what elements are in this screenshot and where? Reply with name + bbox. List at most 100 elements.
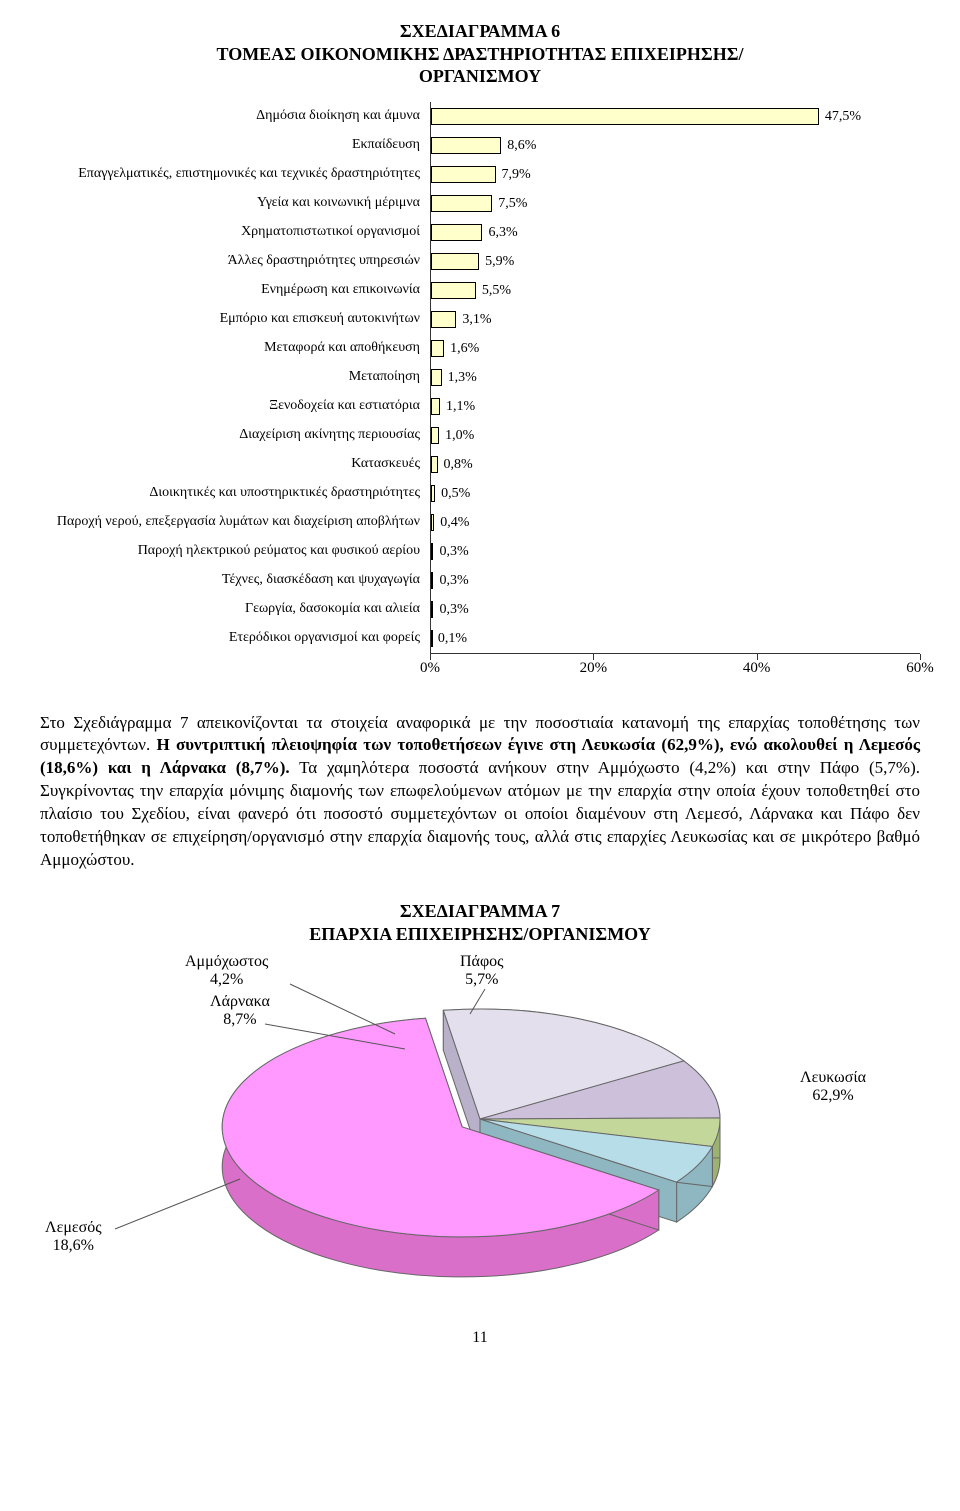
bar-value-label: 0,3% bbox=[439, 572, 468, 589]
bar-plot-area: 0,1% bbox=[430, 624, 921, 653]
bar-category-label: Ετερόδικοι οργανισμοί και φορείς bbox=[40, 630, 430, 645]
chart1-title-line2: ΤΟΜΕΑΣ ΟΙΚΟΝΟΜΙΚΗΣ ΔΡΑΣΤΗΡΙΟΤΗΤΑΣ ΕΠΙΧΕΙ… bbox=[40, 43, 920, 66]
bar-row: Διοικητικές και υποστηρικτικές δραστηριό… bbox=[40, 479, 920, 508]
bar-plot-area: 0,5% bbox=[430, 479, 921, 508]
bar-row: Κατασκευές 0,8% bbox=[40, 450, 920, 479]
bar-value-label: 1,0% bbox=[445, 427, 474, 444]
pie-label-larnaca-line1: Λάρνακα bbox=[210, 993, 270, 1011]
bar-value-label: 7,5% bbox=[498, 195, 527, 212]
bar-value-label: 5,5% bbox=[482, 282, 511, 299]
bar-row: Ξενοδοχεία και εστιατόρια 1,1% bbox=[40, 392, 920, 421]
chart1-title-line1: ΣΧΕΔΙΑΓΡΑΜΜΑ 6 bbox=[40, 20, 920, 43]
bar-rect bbox=[431, 137, 501, 154]
chart2-title-line2: ΕΠΑΡΧΙΑ ΕΠΙΧΕΙΡΗΣΗΣ/ΟΡΓΑΝΙΣΜΟΥ bbox=[40, 923, 920, 946]
bar-value-label: 47,5% bbox=[825, 108, 861, 125]
bar-value-label: 8,6% bbox=[507, 137, 536, 154]
bar-value-label: 1,3% bbox=[448, 369, 477, 386]
bar-row: Άλλες δραστηριότητες υπηρεσιών5,9% bbox=[40, 247, 920, 276]
x-axis-tick-label: 60% bbox=[906, 660, 934, 677]
bar-rect bbox=[431, 543, 433, 560]
pie-svg bbox=[40, 949, 920, 1289]
bar-category-label: Κατασκευές bbox=[40, 456, 430, 471]
chart1-title: ΣΧΕΔΙΑΓΡΑΜΜΑ 6 ΤΟΜΕΑΣ ΟΙΚΟΝΟΜΙΚΗΣ ΔΡΑΣΤΗ… bbox=[40, 20, 920, 88]
bar-category-label: Γεωργία, δασοκομία και αλιεία bbox=[40, 601, 430, 616]
bar-rect bbox=[431, 485, 435, 502]
page-number: 11 bbox=[40, 1329, 920, 1347]
bar-value-label: 3,1% bbox=[462, 311, 491, 328]
chart2-title-line1: ΣΧΕΔΙΑΓΡΑΜΜΑ 7 bbox=[40, 900, 920, 923]
bar-rect bbox=[431, 224, 482, 241]
pie-chart: Λευκωσία62,9%Λεμεσός18,6%Λάρνακα8,7%Αμμό… bbox=[40, 949, 920, 1289]
bar-plot-area: 1,6% bbox=[430, 334, 921, 363]
pie-label-paphos-line2: 5,7% bbox=[460, 971, 504, 989]
pie-label-limassol-line2: 18,6% bbox=[45, 1237, 102, 1255]
bar-plot-area: 6,3% bbox=[430, 218, 921, 247]
pie-label-ammochostos: Αμμόχωστος4,2% bbox=[185, 953, 268, 990]
bar-plot-area: 8,6% bbox=[430, 131, 921, 160]
pie-label-ammochostos-line1: Αμμόχωστος bbox=[185, 953, 268, 971]
pie-label-larnaca: Λάρνακα8,7% bbox=[210, 993, 270, 1030]
chart1-title-line3: ΟΡΓΑΝΙΣΜΟΥ bbox=[40, 65, 920, 88]
bar-rect bbox=[431, 630, 433, 647]
bar-category-label: Υγεία και κοινωνική μέριμνα bbox=[40, 195, 430, 210]
body-paragraph: Στο Σχεδιάγραμμα 7 απεικονίζονται τα στο… bbox=[40, 712, 920, 873]
bar-value-label: 0,8% bbox=[444, 456, 473, 473]
bar-row: Γεωργία, δασοκομία και αλιεία 0,3% bbox=[40, 595, 920, 624]
bar-value-label: 0,4% bbox=[440, 514, 469, 531]
bar-category-label: Ενημέρωση και επικοινωνία bbox=[40, 282, 430, 297]
bar-row: Ενημέρωση και επικοινωνία 5,5% bbox=[40, 276, 920, 305]
x-axis: 0%20%40%60% bbox=[430, 653, 920, 682]
bar-rect bbox=[431, 514, 434, 531]
pie-label-nicosia-line1: Λευκωσία bbox=[800, 1069, 866, 1087]
bar-plot-area: 1,3% bbox=[430, 363, 921, 392]
x-axis-tick-label: 20% bbox=[580, 660, 608, 677]
bar-category-label: Τέχνες, διασκέδαση και ψυχαγωγία bbox=[40, 572, 430, 587]
bar-category-label: Χρηματοπιστωτικοί οργανισμοί bbox=[40, 224, 430, 239]
bar-row: Υγεία και κοινωνική μέριμνα 7,5% bbox=[40, 189, 920, 218]
bar-value-label: 1,6% bbox=[450, 340, 479, 357]
bar-row: Εμπόριο και επισκευή αυτοκινήτων 3,1% bbox=[40, 305, 920, 334]
bar-row: Χρηματοπιστωτικοί οργανισμοί 6,3% bbox=[40, 218, 920, 247]
pie-label-nicosia-line2: 62,9% bbox=[800, 1087, 866, 1105]
bar-plot-area: 0,3% bbox=[430, 595, 921, 624]
bar-rect bbox=[431, 456, 438, 473]
bar-value-label: 0,3% bbox=[439, 601, 468, 618]
bar-plot-area: 3,1% bbox=[430, 305, 921, 334]
pie-label-nicosia: Λευκωσία62,9% bbox=[800, 1069, 866, 1106]
bar-category-label: Εμπόριο και επισκευή αυτοκινήτων bbox=[40, 311, 430, 326]
chart2-title: ΣΧΕΔΙΑΓΡΑΜΜΑ 7 ΕΠΑΡΧΙΑ ΕΠΙΧΕΙΡΗΣΗΣ/ΟΡΓΑΝ… bbox=[40, 900, 920, 945]
bar-category-label: Διαχείριση ακίνητης περιουσίας bbox=[40, 427, 430, 442]
bar-category-label: Διοικητικές και υποστηρικτικές δραστηριό… bbox=[40, 485, 430, 500]
bar-category-label: Επαγγελματικές, επιστημονικές και τεχνικ… bbox=[40, 166, 430, 181]
bar-row: Δημόσια διοίκηση και άμυνα47,5% bbox=[40, 102, 920, 131]
bar-rect bbox=[431, 340, 444, 357]
bar-value-label: 7,9% bbox=[502, 166, 531, 183]
bar-category-label: Ξενοδοχεία και εστιατόρια bbox=[40, 398, 430, 413]
bar-plot-area: 7,5% bbox=[430, 189, 921, 218]
bar-rect bbox=[431, 166, 496, 183]
bar-value-label: 1,1% bbox=[446, 398, 475, 415]
bar-rect bbox=[431, 398, 440, 415]
bar-value-label: 0,5% bbox=[441, 485, 470, 502]
bar-row: Διαχείριση ακίνητης περιουσίας 1,0% bbox=[40, 421, 920, 450]
bar-rect bbox=[431, 369, 442, 386]
bar-plot-area: 7,9% bbox=[430, 160, 921, 189]
bar-plot-area: 0,8% bbox=[430, 450, 921, 479]
pie-leader-line bbox=[115, 1179, 240, 1229]
pie-label-paphos: Πάφος5,7% bbox=[460, 953, 504, 990]
bar-plot-area: 5,5% bbox=[430, 276, 921, 305]
bar-plot-area: 1,0% bbox=[430, 421, 921, 450]
bar-row: Εκπαίδευση 8,6% bbox=[40, 131, 920, 160]
bar-category-label: Εκπαίδευση bbox=[40, 137, 430, 152]
bar-row: Ετερόδικοι οργανισμοί και φορείς 0,1% bbox=[40, 624, 920, 653]
bar-value-label: 6,3% bbox=[488, 224, 517, 241]
bar-rect bbox=[431, 427, 439, 444]
pie-label-larnaca-line2: 8,7% bbox=[210, 1011, 270, 1029]
bar-row: Παροχή νερού, επεξεργασία λυμάτων και δι… bbox=[40, 508, 920, 537]
bar-rect bbox=[431, 282, 476, 299]
bar-value-label: 0,1% bbox=[438, 630, 467, 647]
x-axis-tick-label: 0% bbox=[420, 660, 440, 677]
bar-category-label: Μεταποίηση bbox=[40, 369, 430, 384]
pie-leader-line bbox=[290, 984, 395, 1034]
pie-label-ammochostos-line2: 4,2% bbox=[185, 971, 268, 989]
